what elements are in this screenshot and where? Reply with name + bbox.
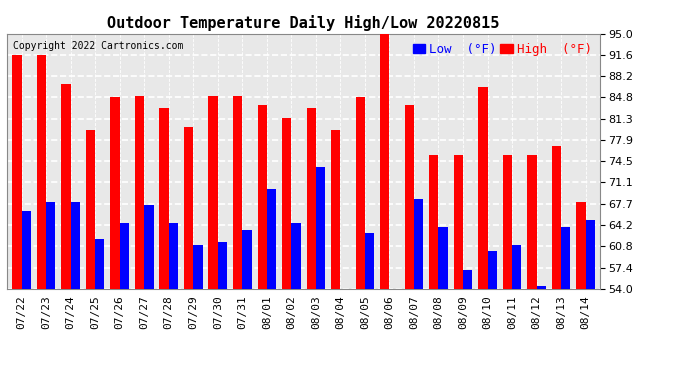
Bar <box>429 155 438 289</box>
Bar <box>21 211 31 289</box>
Bar <box>478 87 488 289</box>
Bar <box>218 242 227 289</box>
Bar <box>282 118 291 289</box>
Bar <box>110 97 119 289</box>
Bar <box>503 155 512 289</box>
Bar <box>438 226 448 289</box>
Bar <box>453 155 463 289</box>
Bar <box>95 239 104 289</box>
Bar <box>355 97 365 289</box>
Bar <box>527 155 537 289</box>
Bar <box>257 105 267 289</box>
Bar <box>135 96 144 289</box>
Bar <box>512 245 522 289</box>
Bar <box>586 220 595 289</box>
Bar <box>365 233 374 289</box>
Bar <box>233 96 242 289</box>
Bar <box>561 226 571 289</box>
Bar <box>331 130 340 289</box>
Bar <box>537 286 546 289</box>
Bar <box>70 202 80 289</box>
Bar <box>193 245 203 289</box>
Title: Outdoor Temperature Daily High/Low 20220815: Outdoor Temperature Daily High/Low 20220… <box>108 15 500 31</box>
Bar <box>576 202 586 289</box>
Bar <box>208 96 218 289</box>
Bar <box>37 55 46 289</box>
Bar <box>184 127 193 289</box>
Bar <box>404 105 414 289</box>
Bar <box>12 55 21 289</box>
Bar <box>169 224 178 289</box>
Bar <box>380 34 389 289</box>
Bar <box>316 168 325 289</box>
Bar <box>86 130 95 289</box>
Bar <box>291 224 301 289</box>
Bar <box>46 202 55 289</box>
Bar <box>414 199 423 289</box>
Bar <box>119 224 129 289</box>
Bar <box>488 251 497 289</box>
Text: Copyright 2022 Cartronics.com: Copyright 2022 Cartronics.com <box>13 41 184 51</box>
Bar <box>267 189 276 289</box>
Bar <box>144 205 154 289</box>
Bar <box>159 108 169 289</box>
Bar <box>463 270 472 289</box>
Bar <box>61 84 70 289</box>
Bar <box>242 230 252 289</box>
Bar <box>552 146 561 289</box>
Bar <box>306 108 316 289</box>
Legend: Low  (°F), High  (°F): Low (°F), High (°F) <box>411 40 594 58</box>
